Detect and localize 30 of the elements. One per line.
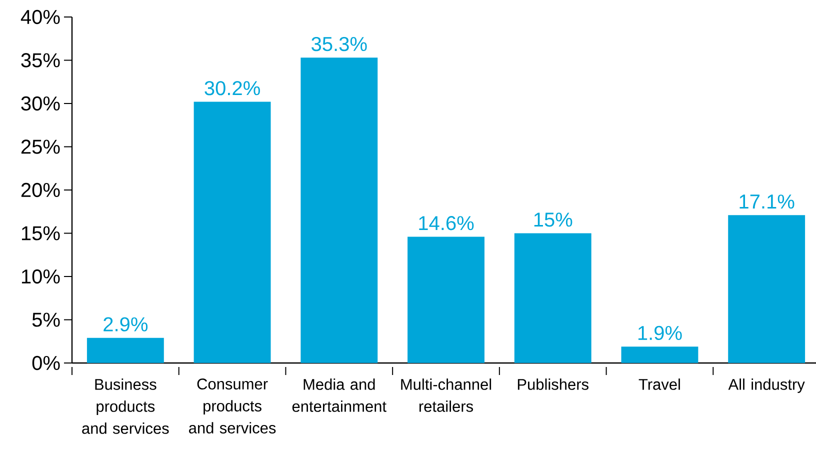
y-tick-label: 5% bbox=[32, 312, 60, 327]
y-tick-label: 35% bbox=[21, 53, 60, 68]
y-tick-label: 30% bbox=[21, 96, 60, 111]
data-label: 14.6% bbox=[419, 216, 474, 230]
bar bbox=[514, 233, 592, 363]
data-label: 35.3% bbox=[312, 36, 367, 52]
x-tick-label: Publishers bbox=[518, 378, 588, 390]
y-tick-label: 15% bbox=[22, 226, 60, 240]
x-tick-label: Travel bbox=[638, 378, 680, 390]
data-label: 1.9% bbox=[638, 326, 682, 340]
bar bbox=[621, 346, 698, 363]
y-tick-label: 20% bbox=[21, 182, 60, 198]
bar bbox=[728, 215, 806, 363]
x-tick-label: Business products and services bbox=[82, 378, 169, 434]
x-tick-label: Consumer products and services bbox=[189, 378, 276, 434]
data-label: 30.2% bbox=[204, 81, 260, 96]
bar bbox=[300, 58, 378, 363]
bar bbox=[194, 102, 271, 363]
y-tick-label: 10% bbox=[22, 269, 60, 284]
bar bbox=[408, 236, 484, 363]
y-tick-label: 0% bbox=[32, 356, 60, 370]
data-label: 17.1% bbox=[740, 194, 794, 209]
data-label: 15% bbox=[534, 212, 572, 227]
y-tick-label: 40% bbox=[20, 10, 60, 24]
bar bbox=[86, 338, 164, 363]
y-tick-label: 25% bbox=[21, 140, 60, 154]
x-tick-label: Multi-channel retailers bbox=[401, 378, 492, 412]
x-tick-label: All industry bbox=[728, 378, 805, 393]
data-label: 2.9% bbox=[104, 317, 148, 332]
x-tick-label: Media and entertainment bbox=[292, 378, 386, 412]
